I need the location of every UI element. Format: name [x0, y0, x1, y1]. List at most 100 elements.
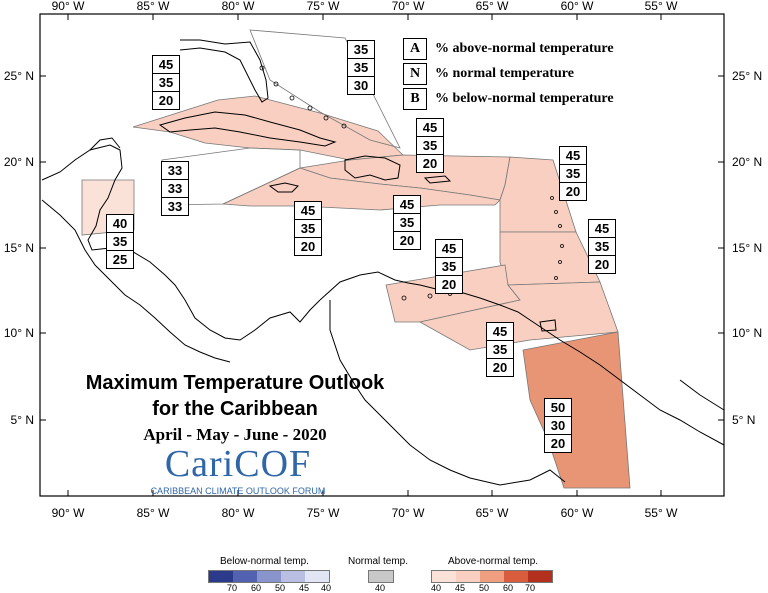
- scale-title-normal: Normal temp.: [348, 556, 409, 567]
- lon-bottom-label: 85° W: [137, 506, 170, 520]
- lat-left-label: 20° N: [4, 155, 34, 169]
- prob-above: 45: [565, 148, 581, 163]
- lon-top-label: 65° W: [476, 0, 509, 13]
- lon-bottom-label: 65° W: [476, 506, 509, 520]
- jamaica-coast: [268, 182, 299, 193]
- scale-title-below: Below-normal temp.: [220, 556, 309, 567]
- axis-ticks: [40, 14, 724, 496]
- scale-swatch: [369, 571, 393, 582]
- prob-below: 30: [348, 76, 374, 94]
- lon-bottom-label: 80° W: [222, 506, 255, 520]
- south-america-coast: [319, 271, 725, 446]
- legend-row-below: B % below-normal temperature: [403, 86, 614, 111]
- prob-box-belize: 40 35 25: [106, 214, 134, 269]
- prob-above: 45: [441, 241, 457, 256]
- legend-key-a: A: [403, 37, 427, 60]
- trinidad-coast: [539, 319, 557, 332]
- prob-normal: 35: [153, 73, 179, 91]
- logo-tagline: CARIBBEAN CLIMATE OUTLOOK FORUM: [150, 486, 326, 496]
- legend-text-below: % below-normal temperature: [435, 90, 614, 106]
- scale-tick-above: 40: [430, 583, 442, 593]
- prob-below: 20: [394, 231, 420, 249]
- lon-top-labels: 90° W 85° W 80° W 75° W 70° W 65° W 60° …: [52, 0, 678, 13]
- scale-swatch: [257, 571, 281, 582]
- lon-bottom-labels: 90° W 85° W 80° W 75° W 70° W 65° W 60° …: [52, 506, 678, 520]
- scale-tick-normal: 40: [374, 583, 386, 593]
- scale-tick-below: 45: [298, 583, 310, 593]
- legend-row-normal: N % normal temperature: [403, 61, 614, 86]
- prob-below: 20: [295, 237, 321, 255]
- prob-above: 45: [492, 324, 508, 339]
- prob-box-abc-islands: 45 35 20: [435, 239, 463, 294]
- prob-box-hispaniola-north: 45 35 20: [416, 118, 444, 173]
- legend-key-n: N: [403, 62, 427, 85]
- scale-bar-normal: [368, 570, 394, 583]
- scale-swatch: [528, 571, 552, 582]
- scale-swatch: [456, 571, 480, 582]
- map-subtitle: for the Caribbean: [152, 398, 318, 420]
- prob-below: 20: [153, 91, 179, 109]
- pacific-coast: [41, 199, 231, 363]
- lat-left-label: 15° N: [4, 241, 34, 255]
- scale-swatch: [209, 571, 233, 582]
- lon-bottom-label: 90° W: [52, 506, 85, 520]
- scale-tick-above: 70: [524, 583, 536, 593]
- prob-normal: 35: [107, 232, 133, 250]
- prob-box-cuba: 45 35 20: [152, 55, 180, 110]
- scale-title-above: Above-normal temp.: [448, 556, 539, 567]
- scale-bar-above: [431, 570, 553, 583]
- lat-right-label: 10° N: [732, 326, 762, 340]
- prob-box-cayman-sea: 33 33 33: [161, 161, 189, 216]
- logo-wordmark: CariCOF: [164, 443, 312, 485]
- scale-bar-below: [208, 570, 330, 583]
- prob-below: 20: [417, 154, 443, 172]
- prob-normal: 35: [394, 213, 420, 231]
- prob-below: 20: [487, 358, 513, 376]
- prob-box-guianas: 50 30 20: [544, 398, 572, 453]
- prob-normal: 35: [589, 237, 615, 255]
- map-title: Maximum Temperature Outlook: [85, 372, 385, 394]
- lon-top-label: 80° W: [222, 0, 255, 13]
- prob-box-windward: 45 35 20: [588, 219, 616, 274]
- prob-below: 20: [545, 434, 571, 452]
- small-islands: [259, 65, 564, 301]
- caribbean-east: [679, 379, 725, 411]
- prob-normal: 35: [348, 58, 374, 76]
- scale-tick-below: 40: [320, 583, 332, 593]
- prob-normal: 35: [560, 164, 586, 182]
- lat-right-label: 25° N: [732, 69, 762, 83]
- lat-left-label: 10° N: [4, 326, 34, 340]
- prob-normal: 35: [417, 136, 443, 154]
- prob-normal: 35: [436, 257, 462, 275]
- lat-right-label: 5° N: [732, 413, 755, 427]
- prob-below: 25: [107, 250, 133, 268]
- caricof-logo: CariCOF CARIBBEAN CLIMATE OUTLOOK FORUM: [148, 443, 328, 497]
- lat-right-label: 20° N: [732, 155, 762, 169]
- lat-left-labels: 25° N 20° N 15° N 10° N 5° N: [4, 69, 34, 427]
- lon-bottom-label: 70° W: [392, 506, 425, 520]
- prob-above: 40: [112, 216, 128, 231]
- region-trinidad: [418, 281, 619, 351]
- scale-swatch: [281, 571, 305, 582]
- prob-below: 20: [589, 255, 615, 273]
- lat-right-label: 15° N: [732, 241, 762, 255]
- lon-top-label: 90° W: [52, 0, 85, 13]
- lat-left-label: 25° N: [4, 69, 34, 83]
- lon-bottom-label: 55° W: [645, 506, 678, 520]
- legend-key-b: B: [403, 87, 427, 110]
- lon-top-label: 55° W: [645, 0, 678, 13]
- prob-above: 45: [594, 221, 610, 236]
- lon-top-label: 70° W: [392, 0, 425, 13]
- prob-normal: 30: [545, 416, 571, 434]
- lon-top-label: 60° W: [561, 0, 594, 13]
- prob-above: 50: [550, 400, 566, 415]
- prob-box-bahamas: 35 35 30: [347, 40, 375, 95]
- scale-tick-above: 60: [502, 583, 514, 593]
- cuba-coast: [158, 111, 337, 147]
- lon-top-label: 85° W: [137, 0, 170, 13]
- prob-above: 45: [300, 203, 316, 218]
- lat-right-labels: 25° N 20° N 15° N 10° N 5° N: [732, 69, 762, 427]
- prob-normal: 35: [295, 219, 321, 237]
- map-period: April - May - June - 2020: [143, 425, 327, 444]
- prob-below: 33: [162, 197, 188, 215]
